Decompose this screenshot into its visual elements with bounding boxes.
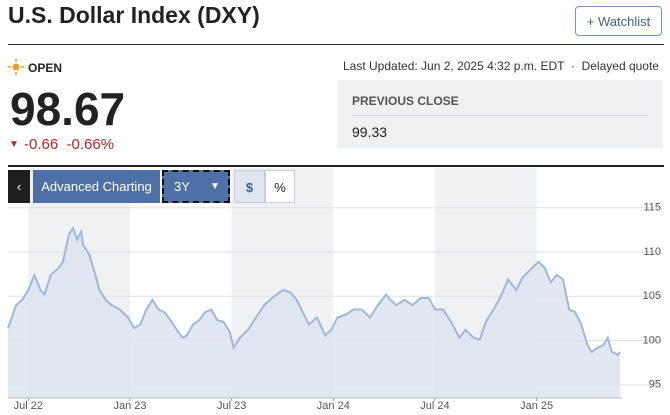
last-updated: Last Updated: Jun 2, 2025 4:32 p.m. EDT … (343, 59, 659, 73)
delay-note: Delayed quote (581, 59, 659, 73)
box-divider (352, 115, 648, 116)
change-percent: -0.66% (66, 136, 115, 153)
area (8, 228, 620, 398)
down-arrow: ▼ (9, 139, 19, 150)
watchlist-label: Watchlist (597, 14, 651, 29)
change: -0.66 -0.66% (24, 136, 114, 153)
updated-text: Last Updated: Jun 2, 2025 4:32 p.m. EDT (343, 59, 565, 73)
previous-close-label: PREVIOUS CLOSE (352, 94, 459, 108)
change-value: -0.66 (24, 136, 59, 153)
x-tick-label: Jul 24 (420, 400, 449, 412)
previous-close-value: 99.33 (352, 124, 388, 140)
y-tick-label: 105 (643, 290, 661, 302)
y-tick-label: 100 (643, 334, 661, 346)
market-status: OPEN (28, 61, 63, 75)
y-tick-label: 95 (649, 379, 661, 391)
divider (8, 44, 664, 45)
range-label: 3Y (174, 179, 190, 194)
y-tick-label: 110 (643, 246, 661, 258)
percent-toggle[interactable]: % (265, 170, 295, 203)
previous-close-box: PREVIOUS CLOSE 99.33 (337, 80, 663, 148)
back-button[interactable]: ‹ (8, 170, 30, 203)
x-tick-label: Jan 23 (113, 400, 146, 412)
price-line (7, 225, 621, 356)
y-tick-label: 115 (643, 202, 661, 214)
watchlist-button[interactable]: + Watchlist (575, 6, 662, 36)
advanced-charting-button[interactable]: Advanced Charting (33, 170, 160, 203)
sun-icon (8, 59, 24, 75)
x-tick-label: Jul 23 (217, 400, 246, 412)
currency-toggle[interactable]: $ (234, 170, 265, 203)
divider (8, 165, 664, 167)
title: U.S. Dollar Index (DXY) (8, 2, 260, 28)
x-tick-label: Jan 25 (520, 400, 553, 412)
range-dropdown[interactable]: 3Y ▼ (162, 170, 230, 203)
price: 98.67 (10, 83, 126, 135)
x-tick-label: Jul 22 (14, 400, 43, 412)
x-tick-label: Jan 24 (317, 400, 350, 412)
